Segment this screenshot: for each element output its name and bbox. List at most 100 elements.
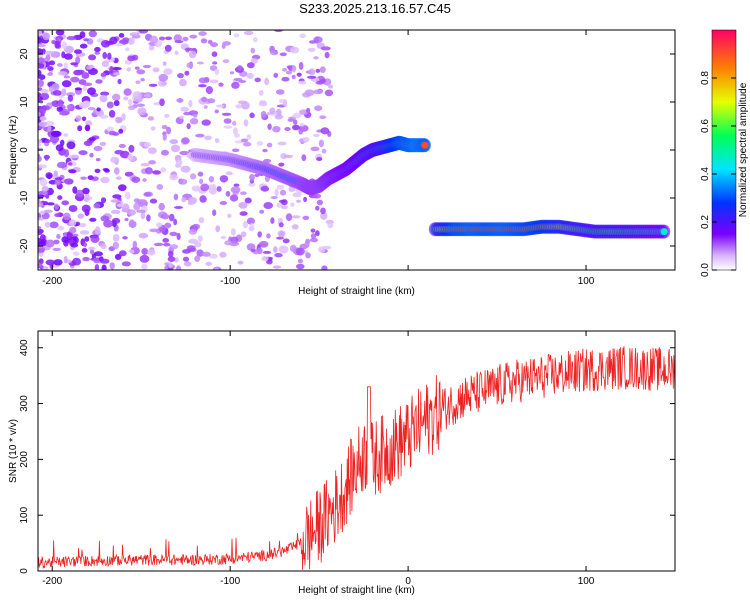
noise-blob [167, 250, 174, 258]
noise-blob [143, 93, 152, 98]
noise-blob [279, 189, 287, 196]
noise-blob [261, 256, 269, 262]
noise-blob [270, 217, 275, 224]
noise-blob [89, 217, 97, 222]
noise-blob [262, 250, 272, 254]
noise-blob [281, 205, 288, 210]
noise-blob [67, 94, 74, 102]
noise-blob [122, 37, 130, 42]
noise-blob [319, 115, 327, 119]
noise-blob [287, 118, 295, 122]
noise-blob [304, 241, 310, 248]
colorbar: 0.0 0.2 0.4 0.6 0.8 Normalized spectral ampli… [700, 29, 749, 277]
noise-blob [234, 133, 240, 138]
noise-blob [38, 237, 43, 245]
noise-blob [121, 261, 131, 267]
noise-blob [292, 112, 302, 119]
noise-blob [285, 213, 293, 222]
noise-blob [205, 86, 213, 95]
noise-blob [283, 154, 294, 158]
noise-blob [315, 230, 320, 237]
noise-blob [167, 256, 176, 262]
noise-blob [94, 51, 100, 55]
noise-blob [38, 111, 41, 117]
noise-blob [274, 188, 279, 197]
noise-blob [248, 182, 256, 187]
noise-blob [42, 266, 49, 270]
noise-blob [285, 70, 293, 75]
noise-blob [53, 239, 60, 245]
noise-blob [141, 263, 148, 270]
noise-blob [79, 223, 87, 228]
noise-blob [240, 191, 247, 195]
noise-blob [264, 77, 269, 86]
noise-blob [38, 44, 46, 48]
noise-blob [200, 183, 210, 192]
noise-blob [54, 177, 63, 181]
noise-blob [147, 116, 155, 121]
noise-blob [52, 90, 62, 96]
noise-blob [68, 205, 78, 212]
noise-blob [40, 88, 49, 94]
noise-blob [77, 125, 83, 132]
colorbar-label: Normalized spectral amplitude [738, 82, 749, 217]
noise-blob [54, 213, 61, 218]
x-tick-label: -100 [220, 576, 240, 587]
noise-blob [55, 144, 64, 152]
noise-blob [127, 55, 136, 62]
noise-blob [296, 263, 305, 270]
noise-blob [128, 144, 135, 153]
noise-blob [188, 99, 193, 108]
noise-blob [149, 228, 159, 233]
noise-blob [291, 65, 297, 73]
noise-blob [173, 193, 179, 201]
noise-blob [297, 258, 303, 264]
noise-blob [72, 251, 80, 256]
noise-blob [246, 72, 254, 79]
noise-blob [229, 194, 239, 202]
noise-blob [44, 221, 51, 228]
x-tick-label: -200 [42, 576, 62, 587]
noise-blob [181, 137, 190, 145]
noise-blob [243, 141, 252, 147]
noise-blob [38, 231, 43, 236]
noise-blob [168, 262, 173, 269]
noise-blob [66, 104, 72, 110]
noise-blob [149, 35, 158, 44]
noise-blob [189, 118, 199, 125]
noise-blob [169, 231, 178, 237]
y-tick-label: -10 [19, 190, 30, 205]
noise-blob [83, 140, 93, 146]
noise-blob [295, 247, 305, 256]
noise-blob [257, 231, 263, 238]
noise-blob [181, 197, 187, 203]
noise-blob [305, 252, 311, 259]
noise-blob [207, 184, 215, 191]
noise-blob [145, 167, 153, 175]
noise-blob [198, 217, 205, 224]
noise-blob [110, 199, 120, 203]
noise-blob [189, 34, 198, 39]
noise-blob [104, 169, 110, 173]
noise-blob [124, 218, 129, 221]
noise-blob [141, 248, 148, 255]
noise-blob [243, 30, 254, 36]
noise-blob [238, 202, 248, 209]
noise-blob [279, 52, 287, 57]
noise-blob [158, 202, 165, 211]
noise-blob [94, 264, 100, 270]
noise-blob [68, 169, 77, 174]
noise-blob [100, 72, 107, 77]
noise-blob [87, 87, 96, 95]
noise-blob [320, 127, 330, 135]
noise-blob [79, 31, 86, 39]
noise-blob [256, 141, 264, 146]
noise-blob [88, 30, 98, 38]
noise-blob [221, 43, 226, 49]
noise-blob [49, 221, 59, 229]
noise-blob [186, 123, 191, 130]
noise-blob [75, 56, 81, 65]
noise-blob [61, 88, 67, 97]
ridge-core [421, 141, 429, 149]
noise-blob [207, 98, 216, 104]
